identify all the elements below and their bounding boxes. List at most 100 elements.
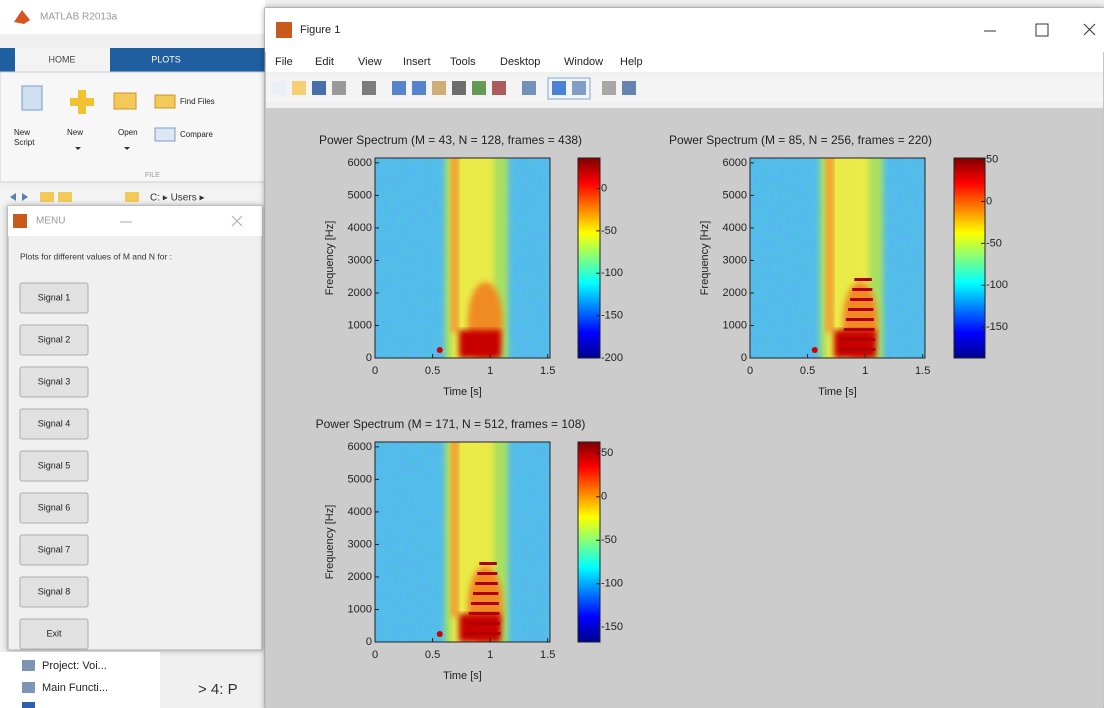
plot-title: Power Spectrum (M = 43, N = 128, frames … [319, 133, 582, 147]
tab-label[interactable]: HOME [49, 54, 76, 64]
figure-title-bar [265, 8, 1104, 52]
harmonic [844, 328, 875, 331]
icon [155, 95, 175, 108]
colorbar-tick-label: -150 [601, 310, 623, 322]
y-tick-label: 6000 [723, 157, 747, 169]
prompt-text: Plots for different values of M and N fo… [20, 251, 172, 261]
menu-button-label[interactable]: Signal 2 [38, 334, 71, 344]
x-axis-label: Time [s] [443, 670, 482, 682]
ribbon-label[interactable]: Compare [180, 130, 213, 139]
toolbar-button[interactable] [602, 81, 616, 95]
toolbar-button[interactable] [412, 81, 426, 95]
toolbar-button[interactable] [332, 81, 346, 95]
ribbon-label[interactable]: Script [14, 138, 35, 147]
ribbon-label[interactable]: New [14, 128, 30, 137]
menu-button-label[interactable]: Signal 5 [38, 460, 71, 470]
y-tick-label: 1000 [723, 319, 747, 331]
menu-button-label[interactable]: Signal 6 [38, 502, 71, 512]
x-axis-label: Time [s] [818, 386, 857, 398]
spectrogram-blob [459, 330, 501, 358]
harmonic [850, 298, 873, 301]
y-tick-label: 0 [741, 352, 747, 364]
harmonic [469, 612, 500, 615]
toolbar-button[interactable] [432, 81, 446, 95]
menu-button-label[interactable]: Signal 8 [38, 586, 71, 596]
x-tick-label: 0 [747, 365, 753, 377]
menu-item[interactable]: Desktop [500, 56, 540, 68]
window-title: Figure 1 [300, 24, 340, 36]
menu-item[interactable]: File [275, 56, 293, 68]
menu-item[interactable]: Help [620, 56, 643, 68]
toolbar-button[interactable] [292, 81, 306, 95]
x-tick-label: 0.5 [800, 365, 815, 377]
y-tick-label: 6000 [348, 441, 372, 453]
menu-button-label[interactable]: Signal 3 [38, 376, 71, 386]
ribbon-label[interactable]: Find Files [180, 97, 215, 106]
matlab-icon [276, 22, 292, 38]
ribbon-section: FILE [145, 172, 160, 179]
colorbar-tick-label: 0 [601, 491, 607, 503]
spectrogram-dot [437, 631, 443, 637]
tab-label[interactable]: PLOTS [151, 54, 181, 64]
colorbar-tick-label: 50 [601, 447, 613, 459]
colorbar-tick-label: 0 [601, 182, 607, 194]
page: MATLAB R2013aHOMEPLOTSNewScriptNewOpenFi… [0, 0, 1104, 708]
toolbar-button[interactable] [552, 81, 566, 95]
toolbar-button[interactable] [362, 81, 376, 95]
y-tick-label: 3000 [348, 538, 372, 550]
y-tick-label: 0 [366, 636, 372, 648]
menu-button-label[interactable]: Signal 4 [38, 418, 71, 428]
toolbar-button[interactable] [622, 81, 636, 95]
menu-item[interactable]: View [358, 56, 382, 68]
y-tick-label: 4000 [348, 506, 372, 518]
x-tick-label: 0.5 [425, 649, 440, 661]
toolbar [266, 76, 1103, 102]
y-axis-label: Frequency [Hz] [324, 505, 336, 580]
menu-button-label[interactable]: Signal 1 [38, 292, 71, 302]
colorbar-tick-label: -100 [601, 578, 623, 590]
desktop: MATLAB R2013aHOMEPLOTSNewScriptNewOpenFi… [0, 0, 1104, 708]
toolbar-button[interactable] [472, 81, 486, 95]
menu-item[interactable]: Edit [315, 56, 334, 68]
x-tick-label: 0.5 [425, 365, 440, 377]
toolbar-button[interactable] [572, 81, 586, 95]
toolbar-button[interactable] [492, 81, 506, 95]
menu-item[interactable]: Tools [450, 56, 476, 68]
toolbar-button[interactable] [452, 81, 466, 95]
menu-item[interactable]: Insert [403, 56, 431, 68]
menu-button-label[interactable]: Exit [46, 628, 62, 638]
file-name[interactable]: Main Functi... [42, 682, 108, 694]
x-tick-label: 1.5 [915, 365, 930, 377]
harmonic [840, 348, 876, 351]
y-tick-label: 2000 [723, 287, 747, 299]
harmonic [846, 318, 874, 321]
current-folder: C: ▸ Users ▸ [150, 193, 205, 204]
harmonic [473, 592, 498, 595]
icon [155, 128, 175, 141]
file-name[interactable]: Project: Voi... [42, 660, 107, 672]
harmonic [467, 622, 500, 625]
ribbon-label[interactable]: New [67, 128, 83, 137]
colorbar [954, 158, 985, 358]
x-tick-label: 1.5 [540, 365, 555, 377]
spectrogram-band [450, 153, 459, 333]
toolbar-button[interactable] [392, 81, 406, 95]
spectrogram-blob [459, 614, 501, 642]
toolbar-button[interactable] [522, 81, 536, 95]
ribbon-label[interactable]: Open [118, 128, 138, 137]
colorbar-tick-label: -200 [601, 352, 623, 364]
menu-item[interactable]: Window [564, 56, 603, 68]
spectrogram-band [450, 437, 459, 617]
icon [58, 192, 72, 202]
spectrogram-blob [834, 330, 876, 358]
y-tick-label: 1000 [348, 603, 372, 615]
toolbar-button[interactable] [272, 81, 286, 95]
menu-button-label[interactable]: Signal 7 [38, 544, 71, 554]
icon [125, 192, 139, 202]
harmonic [479, 562, 497, 565]
file-icon [22, 702, 35, 708]
plot-title: Power Spectrum (M = 171, N = 512, frames… [316, 417, 586, 431]
x-tick-label: 0 [372, 649, 378, 661]
y-tick-label: 5000 [348, 189, 372, 201]
toolbar-button[interactable] [312, 81, 326, 95]
